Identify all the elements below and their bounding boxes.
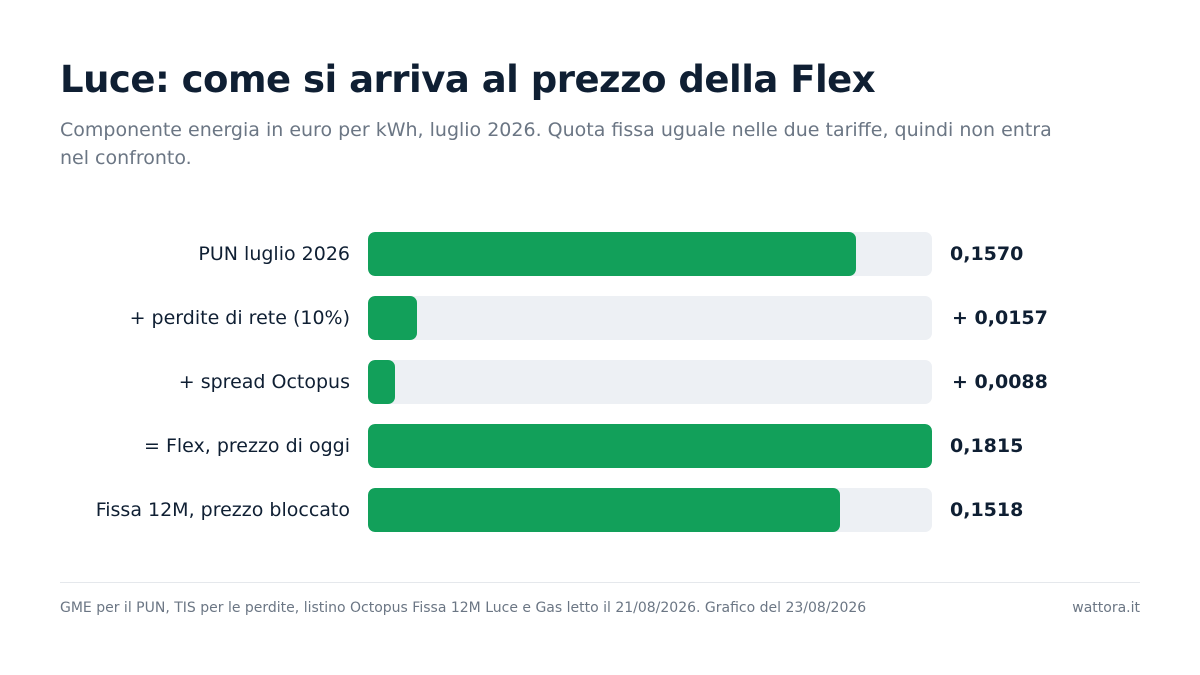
bar	[368, 232, 856, 276]
value-label: + 0,0157	[952, 307, 1048, 329]
bar-track	[368, 232, 932, 276]
bar-track	[368, 424, 932, 468]
category-label: Fissa 12M, prezzo bloccato	[95, 499, 350, 521]
value-label: 0,1518	[950, 499, 1024, 521]
category-label: + perdite di rete (10%)	[129, 307, 350, 329]
category-label: PUN luglio 2026	[198, 243, 350, 265]
bar-track	[368, 360, 932, 404]
category-label: = Flex, prezzo di oggi	[143, 435, 350, 457]
value-label: + 0,0088	[952, 371, 1048, 393]
bar-track	[368, 296, 932, 340]
chart-subtitle: Componente energia in euro per kWh, lugl…	[60, 119, 1052, 169]
value-label: 0,1815	[950, 435, 1024, 457]
bar	[368, 424, 932, 468]
bar	[368, 360, 395, 404]
bar	[368, 488, 840, 532]
value-label: 0,1570	[950, 243, 1024, 265]
bar	[368, 296, 417, 340]
category-label: + spread Octopus	[178, 371, 350, 393]
source-note: GME per il PUN, TIS per le perdite, list…	[60, 600, 867, 616]
chart-title: Luce: come si arriva al prezzo della Fle…	[60, 58, 876, 101]
bar-track	[368, 488, 932, 532]
brand-label: wattora.it	[1072, 600, 1140, 616]
footer-divider	[60, 582, 1140, 583]
